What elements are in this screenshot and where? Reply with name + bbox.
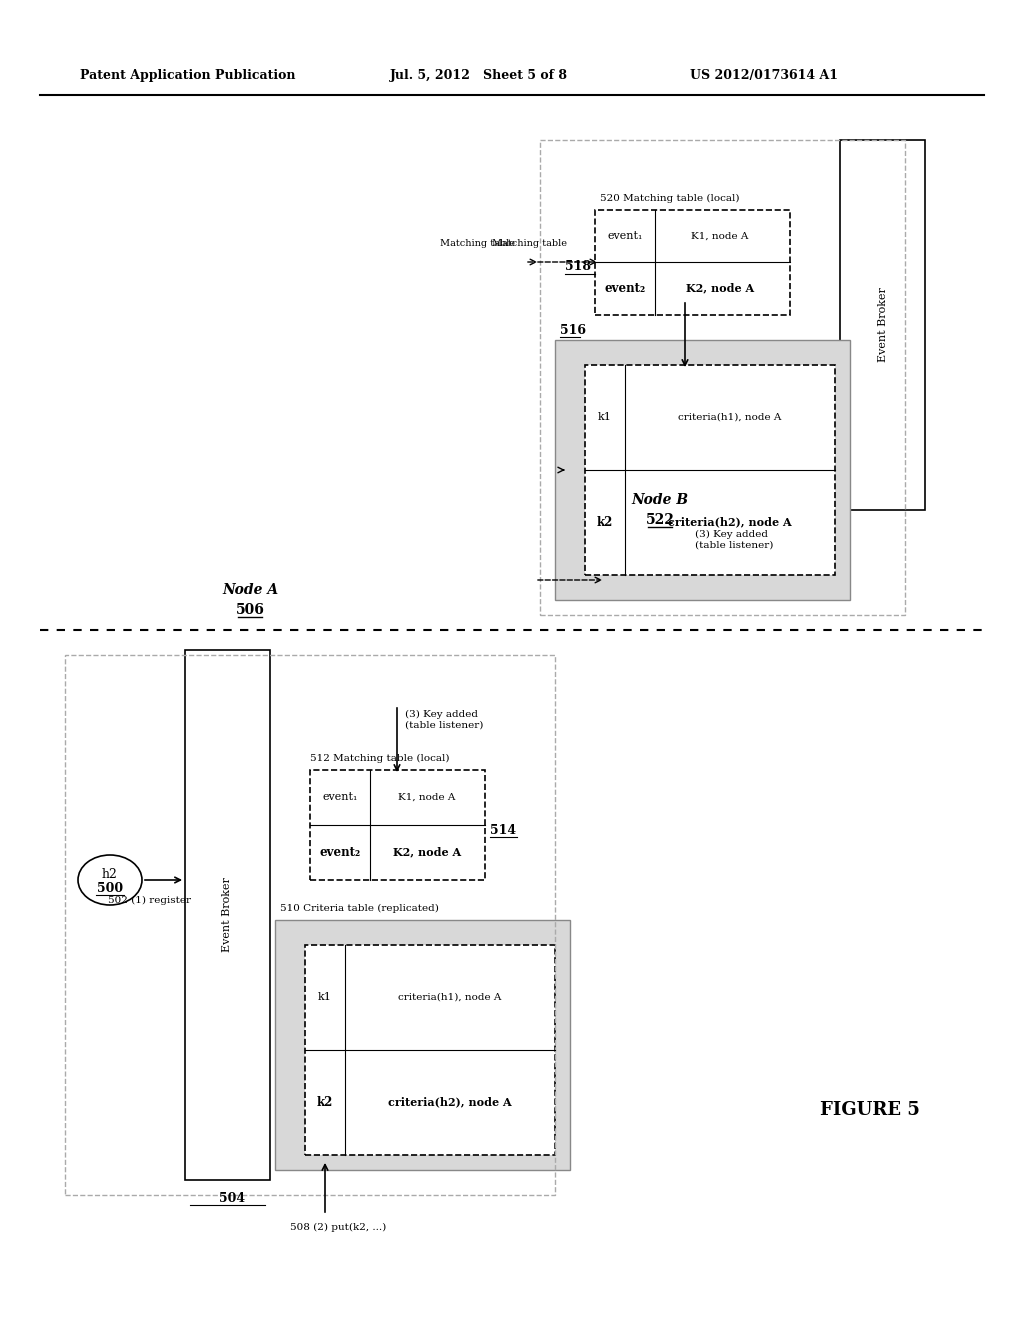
- Text: K2, node A: K2, node A: [686, 282, 754, 293]
- Text: event₁: event₁: [607, 231, 643, 242]
- Text: Patent Application Publication: Patent Application Publication: [80, 69, 296, 82]
- Text: FIGURE 5: FIGURE 5: [820, 1101, 920, 1119]
- Text: Event Broker: Event Broker: [222, 878, 232, 953]
- Ellipse shape: [78, 855, 142, 906]
- Bar: [540, 140, 905, 615]
- Text: Matching table: Matching table: [440, 239, 515, 248]
- Bar: [185, 649, 270, 1180]
- Text: criteria(h1), node A: criteria(h1), node A: [678, 412, 781, 421]
- Text: 510 Criteria table (replicated): 510 Criteria table (replicated): [280, 903, 439, 912]
- Text: criteria(h2), node A: criteria(h2), node A: [388, 1097, 512, 1107]
- Text: 514: 514: [490, 824, 516, 837]
- Text: event₂: event₂: [319, 846, 360, 858]
- Text: 516: 516: [560, 323, 586, 337]
- Text: 502 (1) register: 502 (1) register: [109, 895, 191, 904]
- Bar: [840, 140, 925, 510]
- Text: (3) Key added
(table listener): (3) Key added (table listener): [695, 531, 773, 549]
- Text: 522: 522: [645, 513, 675, 527]
- Text: h2: h2: [102, 867, 118, 880]
- Text: Node A: Node A: [222, 583, 279, 597]
- Text: k1: k1: [318, 993, 332, 1002]
- Text: (3) Key added
(table listener): (3) Key added (table listener): [406, 710, 483, 730]
- Text: US 2012/0173614 A1: US 2012/0173614 A1: [690, 69, 838, 82]
- Bar: [555, 341, 850, 601]
- Text: K2, node A: K2, node A: [393, 846, 461, 858]
- Text: K1, node A: K1, node A: [691, 231, 749, 240]
- Text: 520 Matching table (local): 520 Matching table (local): [600, 194, 739, 202]
- Bar: [275, 920, 570, 1170]
- Text: Event Broker: Event Broker: [878, 288, 888, 363]
- Text: 504: 504: [219, 1192, 246, 1204]
- Text: k2: k2: [316, 1096, 333, 1109]
- Text: K1, node A: K1, node A: [398, 792, 456, 801]
- Text: Node B: Node B: [632, 492, 688, 507]
- Text: event₂: event₂: [604, 281, 645, 294]
- Text: 500: 500: [97, 882, 123, 895]
- Text: 506: 506: [236, 603, 264, 616]
- Bar: [65, 655, 555, 1195]
- Bar: [310, 770, 485, 880]
- Text: event₁: event₁: [323, 792, 357, 803]
- Text: Jul. 5, 2012   Sheet 5 of 8: Jul. 5, 2012 Sheet 5 of 8: [390, 69, 568, 82]
- Text: 512 Matching table (local): 512 Matching table (local): [310, 754, 450, 763]
- Text: 518: 518: [565, 260, 591, 273]
- Bar: [585, 366, 835, 576]
- Bar: [305, 945, 555, 1155]
- Text: criteria(h1), node A: criteria(h1), node A: [398, 993, 502, 1002]
- Text: k2: k2: [597, 516, 613, 528]
- Text: 508 (2) put(k2, ...): 508 (2) put(k2, ...): [290, 1222, 386, 1232]
- Bar: [595, 210, 790, 315]
- Text: k1: k1: [598, 412, 612, 422]
- Text: Matching table: Matching table: [493, 239, 567, 248]
- Text: criteria(h2), node A: criteria(h2), node A: [669, 516, 792, 528]
